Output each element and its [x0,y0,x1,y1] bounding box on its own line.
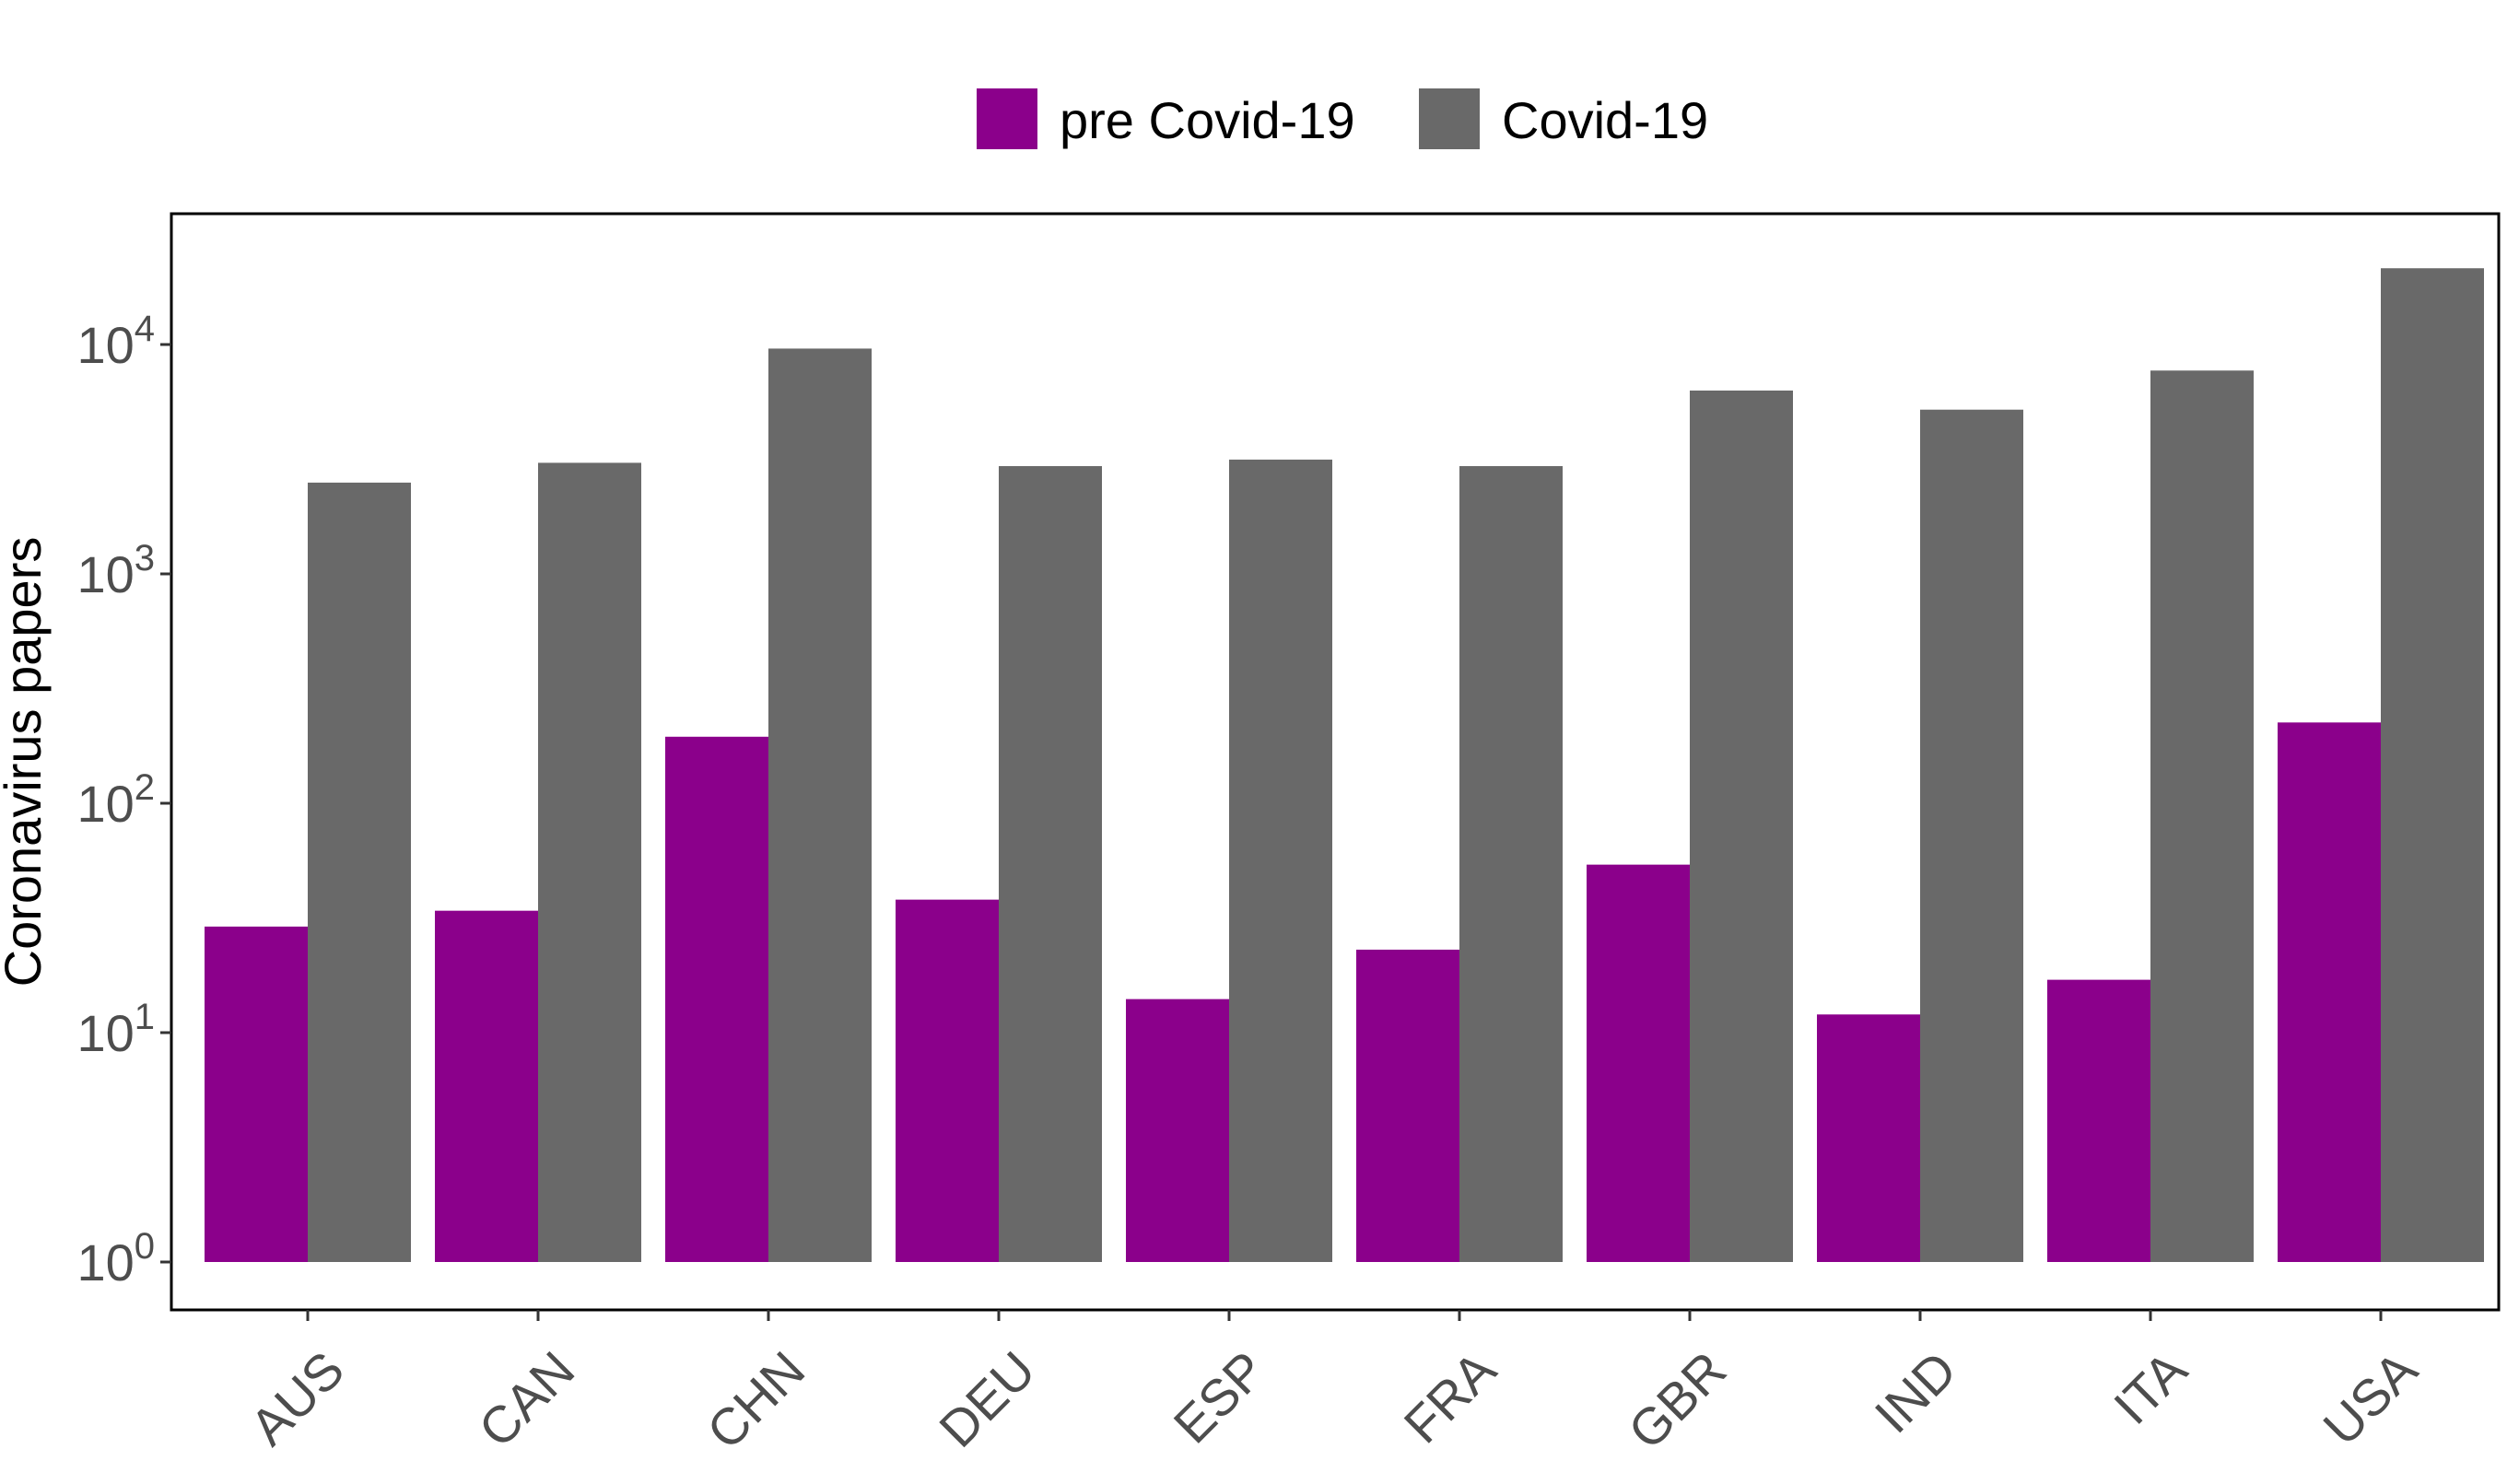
bar-aus-pre-covid [205,926,308,1262]
bar-esp-covid [1229,459,1332,1263]
bar-deu-covid [999,466,1102,1263]
y-tick-label: 102 [76,767,155,833]
y-tick-label: 100 [76,1226,155,1291]
legend-swatch-covid [1419,88,1480,149]
bar-ita-pre-covid [2047,979,2150,1262]
bar-ind-covid [1920,409,2023,1262]
bar-gbr-covid [1690,390,1793,1262]
legend: pre Covid-19 Covid-19 [977,88,1708,149]
bars [205,268,2484,1263]
bar-chn-covid [768,348,872,1263]
legend-swatch-pre-covid [977,88,1037,149]
bar-deu-pre-covid [896,899,999,1262]
legend-label-covid: Covid-19 [1502,91,1708,149]
bar-esp-pre-covid [1126,999,1229,1262]
legend-label-pre-covid: pre Covid-19 [1060,91,1355,149]
bar-ind-pre-covid [1817,1014,1920,1262]
bar-aus-covid [308,482,411,1262]
bar-ita-covid [2150,370,2254,1263]
bar-fra-pre-covid [1356,949,1459,1262]
bar-can-covid [538,462,641,1263]
y-axis-title: Coronavirus papers [0,537,52,987]
bar-chn-pre-covid [665,736,768,1262]
y-tick-label: 101 [76,997,155,1062]
bar-usa-covid [2381,268,2484,1263]
plot-frame [170,212,2501,1312]
y-tick-label: 104 [76,309,155,374]
bar-usa-pre-covid [2278,722,2381,1262]
bar-gbr-pre-covid [1587,864,1690,1262]
bar-fra-covid [1459,466,1563,1263]
bar-can-pre-covid [435,910,538,1262]
y-axis: 100 101 102 103 104 [76,309,171,1291]
y-tick-label: 103 [76,538,155,603]
